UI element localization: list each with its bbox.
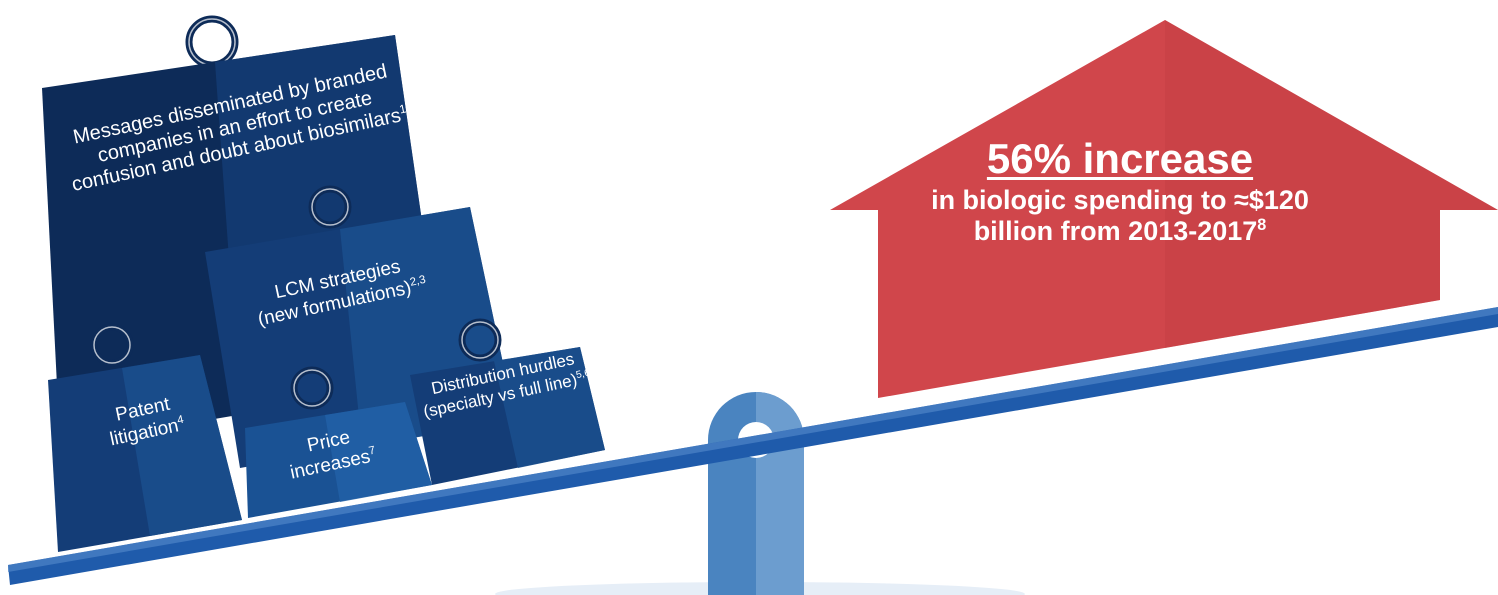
weight-patent <box>48 323 242 552</box>
pivot <box>708 392 804 595</box>
increase-detail: in biologic spending to ≈$120 billion fr… <box>880 185 1360 247</box>
weight-price <box>245 366 432 518</box>
distribution-ref: 5,6 <box>575 367 592 382</box>
lcm-ref: 2,3 <box>408 273 427 289</box>
price-ref: 7 <box>367 444 377 458</box>
weight-distribution <box>410 318 605 485</box>
increase-arrow-shade <box>1165 20 1498 348</box>
increase-callout: 56% increase in biologic spending to ≈$1… <box>880 135 1360 247</box>
beam <box>8 307 1498 585</box>
increase-ref: 8 <box>1257 216 1267 234</box>
increase-detail-text: in biologic spending to ≈$120 billion fr… <box>931 185 1309 246</box>
patent-ref: 4 <box>176 413 185 427</box>
increase-headline: 56% increase <box>986 135 1254 182</box>
